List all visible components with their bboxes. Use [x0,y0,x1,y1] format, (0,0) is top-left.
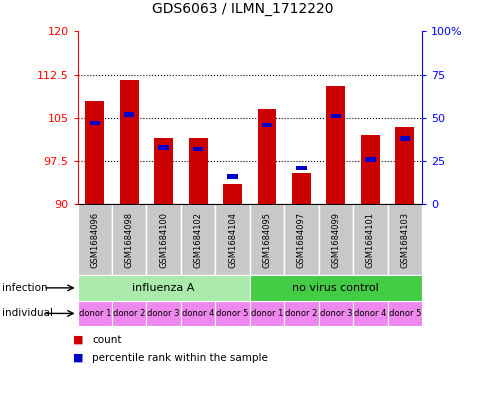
Text: GSM1684097: GSM1684097 [296,212,305,268]
Bar [146,301,181,326]
Text: donor 3: donor 3 [147,309,180,318]
Text: GSM1684099: GSM1684099 [331,212,340,268]
Bar [318,301,352,326]
Bar [394,127,413,204]
Bar [284,301,318,326]
Text: no virus control: no virus control [292,283,378,293]
Bar [387,204,421,275]
Bar [249,301,284,326]
Text: donor 3: donor 3 [319,309,351,318]
Text: donor 1: donor 1 [78,309,111,318]
Text: count: count [92,335,121,345]
Text: GSM1684104: GSM1684104 [227,212,237,268]
Text: influenza A: influenza A [132,283,195,293]
Bar [124,112,134,117]
Text: infection: infection [2,283,48,293]
Text: percentile rank within the sample: percentile rank within the sample [92,353,268,363]
Text: donor 5: donor 5 [216,309,248,318]
Bar [360,135,379,204]
Text: donor 1: donor 1 [250,309,283,318]
Text: GSM1684103: GSM1684103 [399,212,408,268]
Bar [181,301,215,326]
Bar [77,301,112,326]
Text: donor 2: donor 2 [113,309,145,318]
Bar [352,204,387,275]
Bar [90,121,100,125]
Text: GSM1684102: GSM1684102 [193,212,202,268]
Text: donor 2: donor 2 [285,309,317,318]
Bar [77,275,249,301]
Text: individual: individual [2,309,53,318]
Text: GSM1684101: GSM1684101 [365,212,374,268]
Text: donor 5: donor 5 [388,309,420,318]
Bar [249,204,284,275]
Bar [146,204,181,275]
Bar [399,136,409,141]
Bar [261,123,272,127]
Bar [77,204,112,275]
Text: GDS6063 / ILMN_1712220: GDS6063 / ILMN_1712220 [151,2,333,16]
Text: GSM1684100: GSM1684100 [159,212,168,268]
Bar [291,173,310,204]
Bar [296,166,306,170]
Bar [318,204,352,275]
Bar [223,184,242,204]
Text: donor 4: donor 4 [182,309,214,318]
Bar [387,301,421,326]
Text: GSM1684096: GSM1684096 [90,212,99,268]
Bar [326,86,345,204]
Bar [158,145,168,150]
Text: donor 4: donor 4 [353,309,386,318]
Bar [112,301,146,326]
Bar [330,114,340,118]
Bar [215,301,249,326]
Bar [181,204,215,275]
Bar [249,275,421,301]
Bar [120,81,138,204]
Bar [257,109,276,204]
Bar [154,138,173,204]
Text: ■: ■ [73,335,83,345]
Bar [112,204,146,275]
Bar [352,301,387,326]
Bar [215,204,249,275]
Bar [85,101,104,204]
Bar [188,138,207,204]
Bar [284,204,318,275]
Bar [364,157,375,162]
Bar [193,147,203,151]
Text: GSM1684098: GSM1684098 [124,212,134,268]
Bar [227,174,237,179]
Text: ■: ■ [73,353,83,363]
Text: GSM1684095: GSM1684095 [262,212,271,268]
